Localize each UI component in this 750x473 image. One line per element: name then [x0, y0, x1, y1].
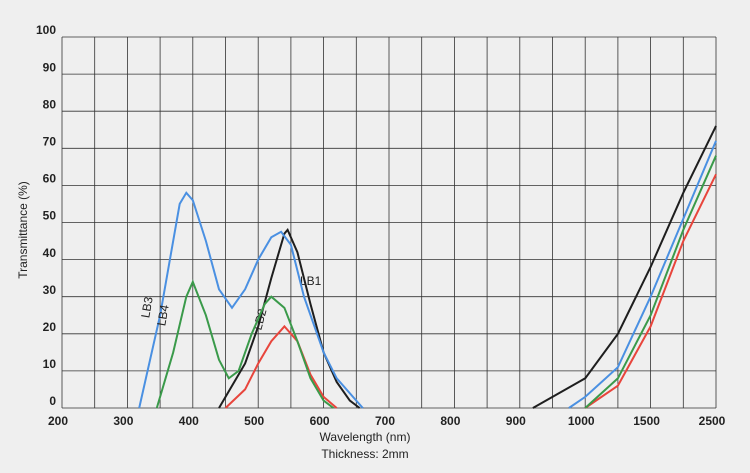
y-tick-label: 60	[43, 172, 57, 186]
y-axis-label: Transmittance (%)	[16, 181, 30, 279]
x-tick-label: 1500	[633, 414, 660, 428]
x-tick-label: 300	[113, 414, 133, 428]
series-line	[155, 155, 717, 409]
note: Thickness: 2mm	[321, 447, 408, 461]
series-label: LB4	[154, 303, 172, 327]
y-tick-label: 50	[43, 209, 57, 223]
x-tick-label: 200	[48, 414, 68, 428]
series-label: LB3	[138, 295, 156, 319]
series-line	[138, 140, 717, 409]
y-tick-label: 20	[43, 320, 57, 334]
series-label: LB1	[300, 274, 322, 288]
series-line	[218, 125, 717, 409]
x-tick-label: 900	[506, 414, 526, 428]
x-tick-label: 600	[310, 414, 330, 428]
x-tick-label: 1000	[568, 414, 595, 428]
y-tick-label: 30	[43, 283, 57, 297]
series-line	[224, 173, 717, 409]
x-tick-label: 500	[244, 414, 264, 428]
y-tick-label: 0	[49, 394, 56, 408]
x-axis-label: Wavelength (nm)	[320, 430, 411, 444]
x-tick-label: 800	[440, 414, 460, 428]
y-tick-label: 90	[43, 60, 57, 74]
y-tick-label: 40	[43, 246, 57, 260]
y-tick-label: 10	[43, 357, 57, 371]
y-tick-label: 100	[36, 23, 56, 37]
x-tick-label: 700	[375, 414, 395, 428]
x-tick-label: 400	[179, 414, 199, 428]
y-tick-label: 70	[43, 134, 57, 148]
y-tick-label: 80	[43, 97, 57, 111]
x-tick-label: 2500	[699, 414, 726, 428]
